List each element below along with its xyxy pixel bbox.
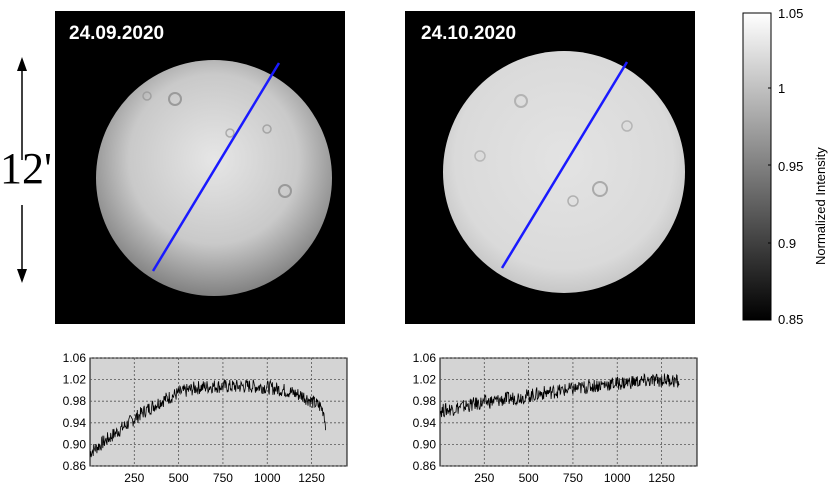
solar-image-panel-1: 24.09.2020 (55, 11, 345, 324)
colorbar-tick-5: 0.85 (778, 312, 804, 327)
angular-scale-arrow (17, 57, 27, 283)
y-tick-label: 0.98 (63, 394, 87, 408)
panel-date-2: 24.10.2020 (421, 23, 517, 44)
y-tick-label: 1.02 (413, 373, 437, 387)
profile-cut-line-2 (500, 61, 629, 269)
x-tick-label: 750 (563, 471, 583, 485)
colorbar-tick-4: 0.9 (778, 236, 797, 251)
colorbar-tick-3: 0.95 (778, 159, 804, 174)
x-tick-label: 750 (213, 471, 233, 485)
colorbar-tick-2: 1 (778, 81, 786, 96)
intensity-trace (89, 378, 326, 458)
y-tick-label: 0.86 (63, 459, 87, 473)
intensity-profile-plot-2: 1.06 1.02 0.98 0.94 0.90 0.86 250 500 750 1000 125… (413, 351, 698, 485)
x-tick-label: 1000 (254, 471, 281, 485)
y-tick-label: 0.98 (413, 394, 437, 408)
y-tick-label: 0.86 (413, 459, 437, 473)
x-tick-label: 1250 (298, 471, 325, 485)
y-tick-label: 0.90 (413, 437, 437, 451)
y-tick-label: 0.90 (63, 437, 87, 451)
plot-area (439, 357, 698, 467)
solar-disk-2 (443, 51, 685, 293)
solar-image-panel-2: 24.10.2020 (405, 11, 695, 324)
y-tick-label: 1.06 (63, 351, 87, 365)
x-tick-label: 500 (169, 471, 189, 485)
panel-date-1: 24.09.2020 (69, 23, 165, 44)
y-tick-label: 0.94 (413, 416, 437, 430)
intensity-profile-plot-1: 1.06 1.02 0.98 0.94 0.90 0.86 250 500 750 1000 125… (63, 351, 348, 485)
x-tick-label: 250 (124, 471, 144, 485)
profile-cut-line-1 (151, 62, 281, 272)
x-tick-label: 1250 (648, 471, 675, 485)
y-tick-label: 1.06 (413, 351, 437, 365)
x-tick-label: 500 (519, 471, 539, 485)
plot-area (89, 357, 348, 467)
colorbar-tick-1: 1.05 (778, 6, 804, 21)
colorbar-label: Normalized Intensity (813, 147, 828, 265)
angular-scale-label: 12' (0, 144, 52, 193)
colorbar (742, 12, 772, 321)
x-tick-label: 250 (474, 471, 494, 485)
solar-disk-1 (96, 60, 332, 296)
intensity-trace (439, 373, 680, 418)
y-tick-label: 0.94 (63, 416, 87, 430)
y-tick-label: 1.02 (63, 373, 87, 387)
x-tick-label: 1000 (604, 471, 631, 485)
